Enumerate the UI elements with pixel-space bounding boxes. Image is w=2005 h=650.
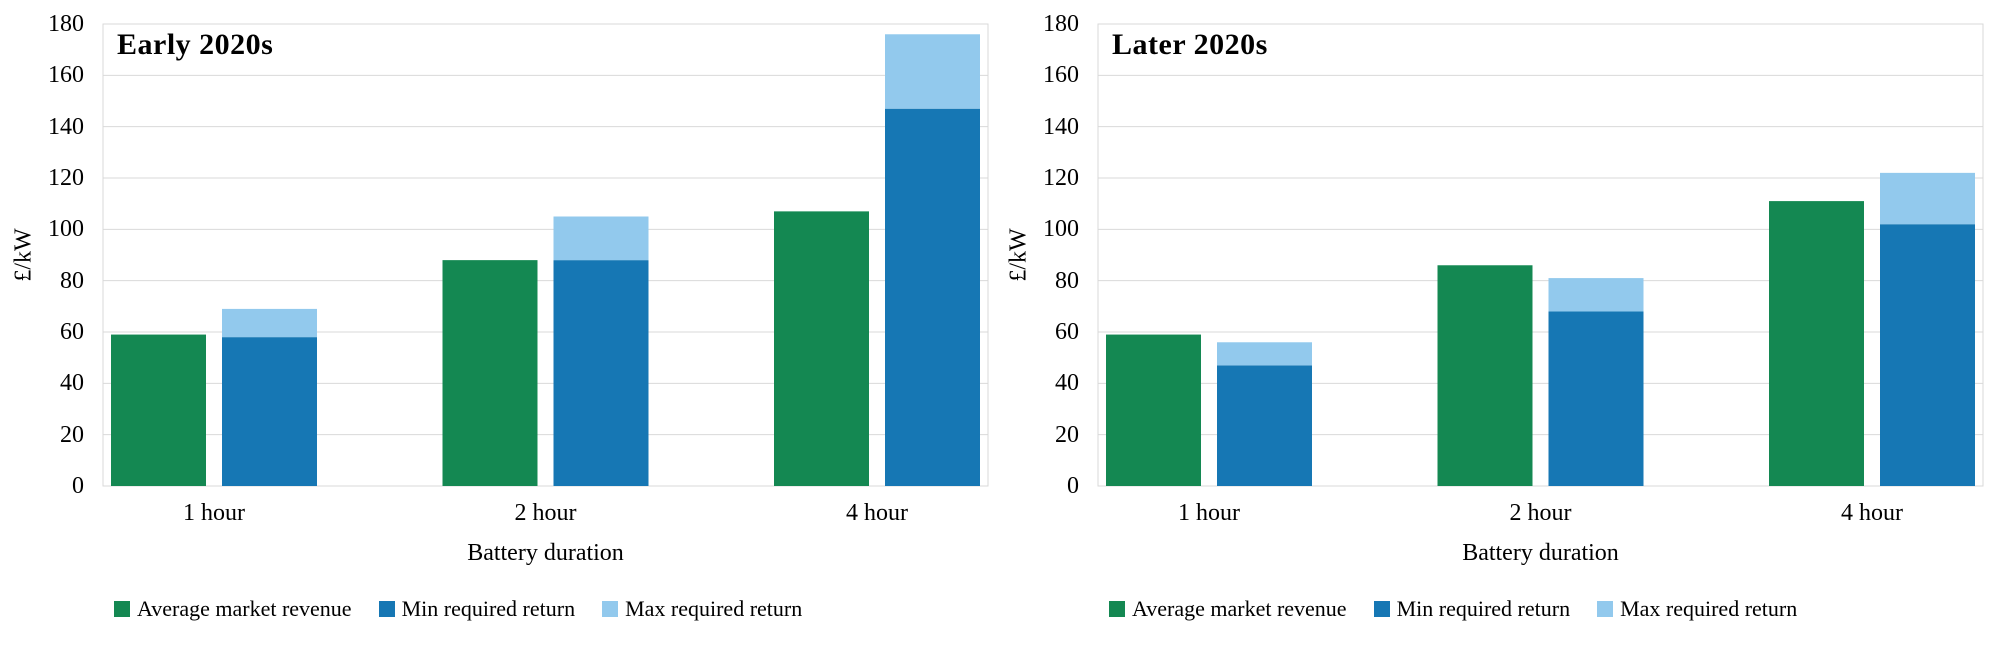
legend-item-average-market-revenue: Average market revenue (1109, 596, 1347, 622)
legend-label-average-market-revenue: Average market revenue (1132, 596, 1347, 621)
bar-max-required-return-1-hour (222, 308, 317, 338)
bar-min-required-return-4-hour (1880, 224, 1975, 486)
legend-swatch-max-required-return (1597, 601, 1614, 617)
legend-item-average-market-revenue: Average market revenue (114, 596, 352, 622)
bar-max-required-return-2-hour (1548, 278, 1644, 312)
legend-label-max-required-return: Max required return (1620, 596, 1798, 621)
legend-swatch-min-required-return (1373, 601, 1390, 617)
legend-item-max-required-return: Max required return (1597, 596, 1797, 622)
legend-label-max-required-return: Max required return (625, 596, 803, 621)
bar-average-market-revenue-4-hour (1769, 201, 1864, 486)
chart-title: Later 2020s (1112, 28, 1268, 61)
x-axis-title: Battery duration (467, 540, 624, 566)
bar-min-required-return-1-hour (1217, 365, 1312, 486)
legend: Average market revenue Min required retu… (1109, 596, 1797, 622)
bar-average-market-revenue-1-hour (1106, 334, 1201, 486)
plot-border (102, 23, 989, 487)
plot-border (1097, 23, 1984, 487)
legend-label-min-required-return: Min required return (1396, 596, 1571, 621)
bar-average-market-revenue-1-hour (111, 334, 206, 486)
legend-item-min-required-return: Min required return (1373, 596, 1571, 622)
legend-label-min-required-return: Min required return (401, 596, 576, 621)
legend-item-min-required-return: Min required return (378, 596, 576, 622)
bar-max-required-return-1-hour (1217, 342, 1312, 366)
y-axis-title: £/kW (10, 228, 37, 282)
bar-max-required-return-4-hour (885, 34, 980, 109)
bar-average-market-revenue-4-hour (774, 211, 869, 486)
plot-area (1097, 23, 1984, 487)
plot-area (102, 23, 989, 487)
legend-swatch-min-required-return (378, 601, 395, 617)
legend-swatch-average-market-revenue (114, 601, 130, 617)
legend-item-max-required-return: Max required return (602, 596, 802, 622)
y-axis-title: £/kW (1005, 228, 1032, 282)
bar-average-market-revenue-2-hour (1437, 265, 1533, 486)
legend-swatch-average-market-revenue (1109, 601, 1125, 617)
bar-min-required-return-1-hour (222, 337, 317, 486)
chart-title: Early 2020s (117, 28, 274, 61)
legend-swatch-max-required-return (602, 601, 619, 617)
bar-min-required-return-2-hour (1548, 311, 1644, 486)
bar-min-required-return-4-hour (885, 108, 980, 486)
chart-panel-early-2020s: Early 2020s £/kW 0 20 40 60 80 100 120 140 160 18… (10, 11, 989, 622)
x-axis-title: Battery duration (1462, 540, 1619, 566)
legend-label-average-market-revenue: Average market revenue (137, 596, 352, 621)
legend: Average market revenue Min required retu… (114, 596, 802, 622)
chart-panel-later-2020s: Later 2020s £/kW 0 20 40 60 80 100 120 140 160 18… (995, 0, 2005, 650)
bar-average-market-revenue-2-hour (442, 260, 538, 486)
bar-max-required-return-2-hour (553, 216, 649, 261)
bar-max-required-return-4-hour (1880, 172, 1975, 225)
bar-min-required-return-2-hour (553, 260, 649, 486)
